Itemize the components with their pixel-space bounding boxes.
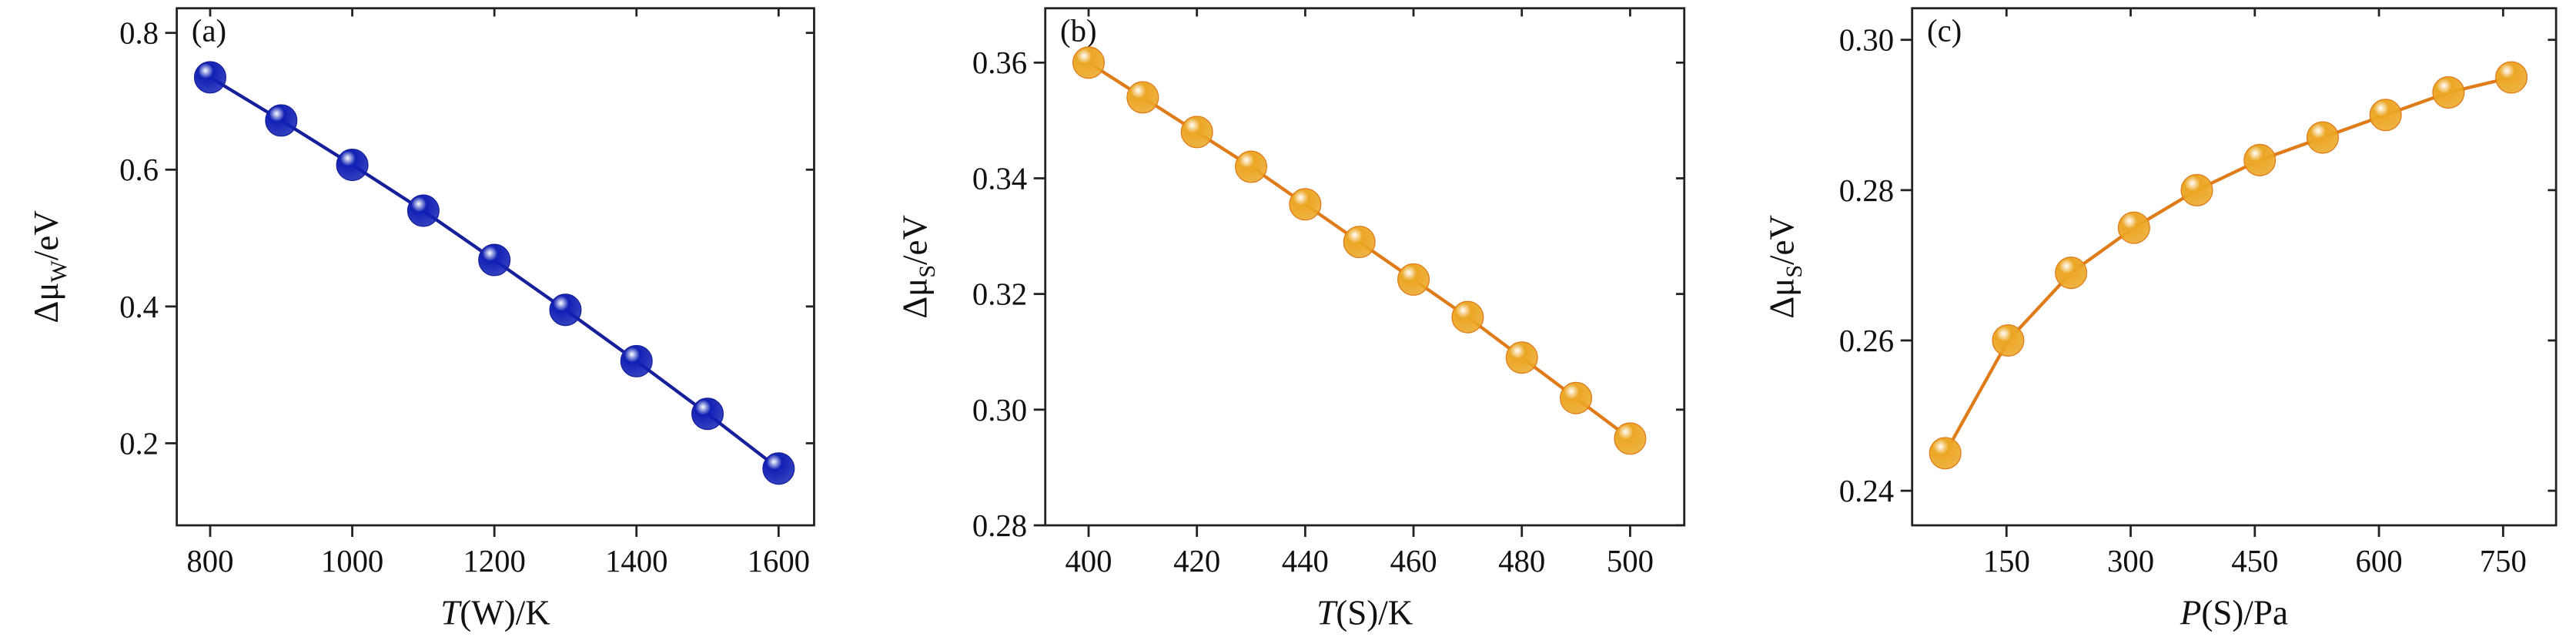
data-point [1072, 46, 1106, 79]
data-point [762, 452, 795, 485]
x-tick-label: 150 [1983, 544, 2030, 578]
data-point [2306, 121, 2339, 154]
x-tick-label: 420 [1173, 544, 1220, 578]
x-tick-label: 450 [2231, 544, 2278, 578]
y-tick-label: 0.36 [972, 45, 1027, 80]
x-tick-label: 400 [1065, 544, 1112, 578]
x-tick-label: 1600 [748, 544, 810, 578]
data-point [2495, 61, 2528, 94]
y-axis-label: ΔμW/eV [27, 210, 72, 323]
x-axis-label: P(S)/Pa [2180, 594, 2288, 632]
y-label-main: Δμ [27, 282, 65, 323]
x-tick-label: 600 [2356, 544, 2403, 578]
plot-frame [1911, 7, 2558, 527]
data-point [1929, 437, 1962, 470]
y-label-main: Δμ [1762, 278, 1801, 319]
y-label-unit: /eV [895, 215, 934, 265]
y-tick-label: 0.28 [1839, 173, 1894, 208]
y-tick-label: 0.26 [1839, 324, 1894, 358]
data-point [1451, 300, 1484, 334]
x-label-rest: (S)/Pa [2201, 594, 2288, 632]
data-point [2369, 99, 2402, 132]
y-label-sub: S [1781, 265, 1807, 278]
panel-label: (b) [1060, 14, 1097, 49]
data-point [1289, 188, 1322, 221]
data-point [1126, 81, 1159, 114]
panel-label: (a) [192, 14, 226, 49]
x-tick-label: 480 [1498, 544, 1545, 578]
data-point [2180, 173, 2213, 206]
x-tick-label: 800 [186, 544, 233, 578]
data-point [1614, 422, 1647, 455]
y-tick-label: 0.8 [119, 16, 159, 51]
data-point [1397, 263, 1430, 296]
data-point [549, 293, 582, 327]
data-point [1560, 381, 1593, 414]
data-point [691, 397, 724, 431]
y-tick-label: 0.30 [972, 393, 1027, 427]
data-point [336, 149, 369, 182]
data-point [1234, 150, 1268, 183]
y-tick-label: 0.32 [972, 277, 1027, 312]
panel: 400 420 440 460 480 500 0.28 0.30 0.32 0.34 0.36 (b… [895, 7, 1686, 632]
x-axis-label: T(S)/K [1316, 594, 1413, 632]
x-label-rest: (S)/K [1336, 594, 1413, 632]
x-tick-label: 1200 [463, 544, 525, 578]
data-point [193, 61, 227, 94]
x-label-var: T [440, 594, 462, 632]
y-tick-label: 0.28 [972, 508, 1027, 543]
y-label-main: Δμ [895, 278, 934, 319]
data-point [1180, 116, 1213, 149]
y-axis-label: ΔμS/eV [1762, 215, 1807, 319]
x-tick-label: 750 [2480, 544, 2527, 578]
data-point [1343, 226, 1376, 259]
data-point [478, 243, 511, 277]
data-point [1992, 324, 2025, 357]
x-tick-label: 500 [1607, 544, 1654, 578]
plot-frame [1044, 7, 1686, 527]
y-label-sub: S [915, 265, 940, 278]
y-tick-label: 0.30 [1839, 23, 1894, 58]
y-axis-label: ΔμS/eV [895, 215, 940, 319]
x-tick-label: 440 [1282, 544, 1329, 578]
y-tick-label: 0.4 [119, 290, 159, 324]
y-label-unit: /eV [1762, 215, 1801, 265]
y-tick-label: 0.2 [119, 426, 159, 461]
panel: 150 300 450 600 750 0.24 0.26 0.28 0.30 (c) P(S)/P… [1762, 7, 2558, 632]
x-label-rest: (W)/K [460, 594, 550, 632]
data-point [265, 104, 298, 137]
y-tick-label: 0.24 [1839, 474, 1894, 508]
x-tick-label: 1000 [321, 544, 383, 578]
y-label-unit: /eV [27, 210, 65, 260]
x-label-var: P [2180, 594, 2201, 632]
y-tick-label: 0.6 [119, 153, 159, 187]
x-label-var: T [1316, 594, 1338, 632]
panel: 800 1000 1200 1400 1600 0.2 0.4 0.6 0.8 (a) T(W)/K… [27, 7, 815, 632]
series-line [1943, 75, 2512, 454]
y-label-sub: W [46, 260, 72, 282]
y-tick-label: 0.34 [972, 161, 1027, 196]
x-tick-label: 300 [2107, 544, 2154, 578]
data-point [620, 344, 653, 377]
data-point [2117, 211, 2150, 244]
x-tick-label: 460 [1390, 544, 1437, 578]
panel-label: (c) [1927, 14, 1962, 49]
data-point [406, 194, 440, 227]
data-point [2055, 256, 2088, 290]
data-point [2432, 75, 2465, 109]
x-tick-label: 1400 [605, 544, 667, 578]
data-point [2243, 143, 2277, 176]
data-point [1505, 341, 1538, 374]
x-axis-label: T(W)/K [440, 594, 550, 632]
